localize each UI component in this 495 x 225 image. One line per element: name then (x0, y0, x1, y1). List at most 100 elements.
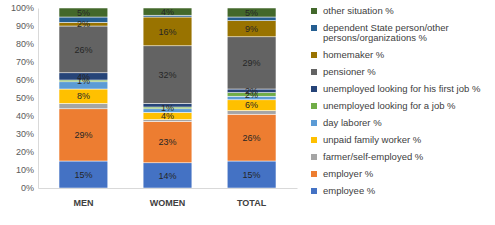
x-tick-label: TOTAL (237, 198, 267, 208)
y-tick: 30% (16, 129, 38, 139)
y-tick: 40% (16, 111, 38, 121)
data-label: 6% (245, 100, 258, 110)
legend-swatch (311, 8, 317, 14)
data-label: 2% (77, 19, 90, 29)
legend-swatch (311, 52, 317, 58)
y-tick-label: 0% (21, 183, 34, 193)
data-label: 5% (245, 8, 258, 18)
legend-item: employer % (311, 168, 374, 179)
data-label: 14% (158, 171, 176, 181)
data-label: 15% (243, 170, 261, 180)
legend-item: unemployed looking for a job % (311, 100, 456, 111)
x-tick: WOMEN (150, 188, 186, 208)
series (59, 161, 276, 188)
y-tick: 80% (16, 39, 38, 49)
bar-segment (227, 114, 276, 161)
bar-segment (59, 89, 108, 103)
data-label: 1% (161, 103, 174, 113)
data-label: 29% (74, 130, 92, 140)
x-axis-line (39, 188, 298, 189)
bar-segment (227, 8, 276, 17)
bar-segment (143, 121, 192, 162)
y-tick: 10% (16, 165, 38, 175)
y-tick: 20% (16, 147, 38, 157)
y-tick-label: 30% (16, 129, 34, 139)
y-tick-label: 100% (11, 3, 34, 13)
legend-item: homemaker % (311, 49, 385, 60)
data-label: 2% (245, 86, 258, 96)
legend-label: unpaid family worker % (323, 134, 422, 145)
data-label: 8% (77, 91, 90, 101)
data-label: 16% (158, 27, 176, 37)
y-tick-label: 60% (16, 75, 34, 85)
bar-segment (227, 21, 276, 37)
bar-segment (59, 26, 108, 73)
plot-area: 0% 10% 20% 30% 40% 50% 60% 70% 80% 90% 100% MEN WOME… (11, 3, 298, 208)
bar-segment (143, 46, 192, 104)
legend-item: unpaid family worker % (311, 134, 422, 145)
series (59, 17, 276, 46)
data-label: 5% (77, 8, 90, 18)
data-labels: 15%14%15%29%23%26%8%4%6%1%1%2%4%2%26%32%… (74, 7, 260, 181)
y-tick-label: 70% (16, 57, 34, 67)
bar-segment (59, 161, 108, 188)
data-label: 29% (243, 58, 261, 68)
y-tick: 100% (11, 3, 38, 13)
y-tick: 70% (16, 57, 38, 67)
data-label: 15% (74, 170, 92, 180)
bars (59, 8, 276, 188)
x-tick-label: MEN (73, 198, 93, 208)
legend-item: employee % (311, 185, 376, 196)
legend-swatch (311, 103, 317, 109)
data-label: 9% (245, 24, 258, 34)
legend-label: unemployed looking for his first job % (323, 83, 481, 94)
bar-segment (227, 37, 276, 89)
legend-swatch (311, 171, 317, 177)
y-axis: 0% 10% 20% 30% 40% 50% 60% 70% 80% 90% 100% (11, 3, 39, 193)
legend-swatch (311, 154, 317, 160)
y-tick-label: 90% (16, 21, 34, 31)
chart: 0% 10% 20% 30% 40% 50% 60% 70% 80% 90% 100% MEN WOME… (0, 0, 495, 225)
legend-label: unemployed looking for a job % (323, 100, 456, 111)
bar-segment (59, 8, 108, 17)
legend-label: homemaker % (323, 49, 385, 60)
legend-swatch (311, 25, 317, 31)
y-tick: 0% (21, 183, 38, 193)
y-axis-line (38, 9, 39, 189)
data-label: 4% (161, 7, 174, 17)
legend-swatch (311, 188, 317, 194)
y-tick-label: 40% (16, 111, 34, 121)
legend-label: day laborer % (323, 117, 382, 128)
legend-item: other situation % (311, 5, 394, 16)
legend-item: pensioner % (311, 66, 376, 77)
y-tick-label: 50% (16, 93, 34, 103)
y-tick: 90% (16, 21, 38, 31)
bar-segment (227, 111, 276, 115)
y-tick-label: 10% (16, 165, 34, 175)
bar-segment (227, 100, 276, 111)
legend-item: day laborer % (311, 117, 382, 128)
y-tick-label: 20% (16, 147, 34, 157)
y-tick: 50% (16, 93, 38, 103)
legend-item: dependent State person/other persons/org… (311, 22, 451, 43)
data-label: 32% (158, 70, 176, 80)
legend: other situation % dependent State person/… (311, 5, 481, 196)
legend-label: other situation % (323, 5, 394, 16)
bar-segment (143, 163, 192, 188)
y-tick-label: 80% (16, 39, 34, 49)
x-axis: MEN WOMEN TOTAL (39, 188, 298, 208)
legend-label: dependent State person/other persons/org… (323, 22, 451, 43)
bar-segment (143, 17, 192, 46)
series (59, 109, 276, 163)
x-tick-label: WOMEN (150, 198, 186, 208)
legend-label: pensioner % (323, 66, 376, 77)
legend-item: unemployed looking for his first job % (311, 83, 481, 94)
x-tick: MEN (73, 188, 93, 208)
data-label: 26% (243, 133, 261, 143)
legend-swatch (311, 86, 317, 92)
legend-label: farmer/self-employed % (323, 151, 424, 162)
legend-swatch (311, 137, 317, 143)
x-tick: TOTAL (237, 188, 267, 208)
legend-item: farmer/self-employed % (311, 151, 424, 162)
legend-swatch (311, 120, 317, 126)
